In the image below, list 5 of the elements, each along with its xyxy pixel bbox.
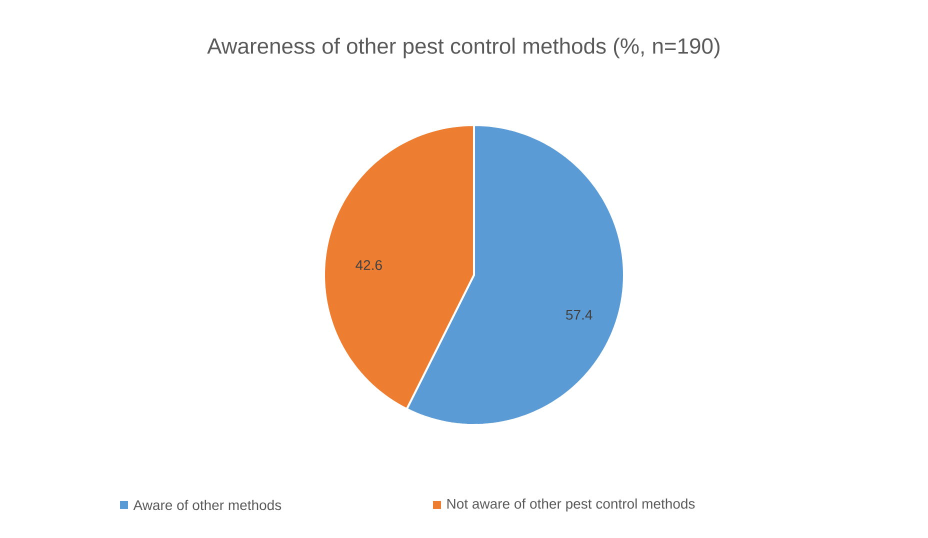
legend-label: Aware of other methods [133,500,282,510]
legend-label: Not aware of other pest control methods [447,498,695,512]
data-label: 42.6 [356,260,382,270]
chart-title: Awareness of other pest control methods (%, n=190) [207,38,720,58]
data-label: 57.4 [566,310,592,320]
